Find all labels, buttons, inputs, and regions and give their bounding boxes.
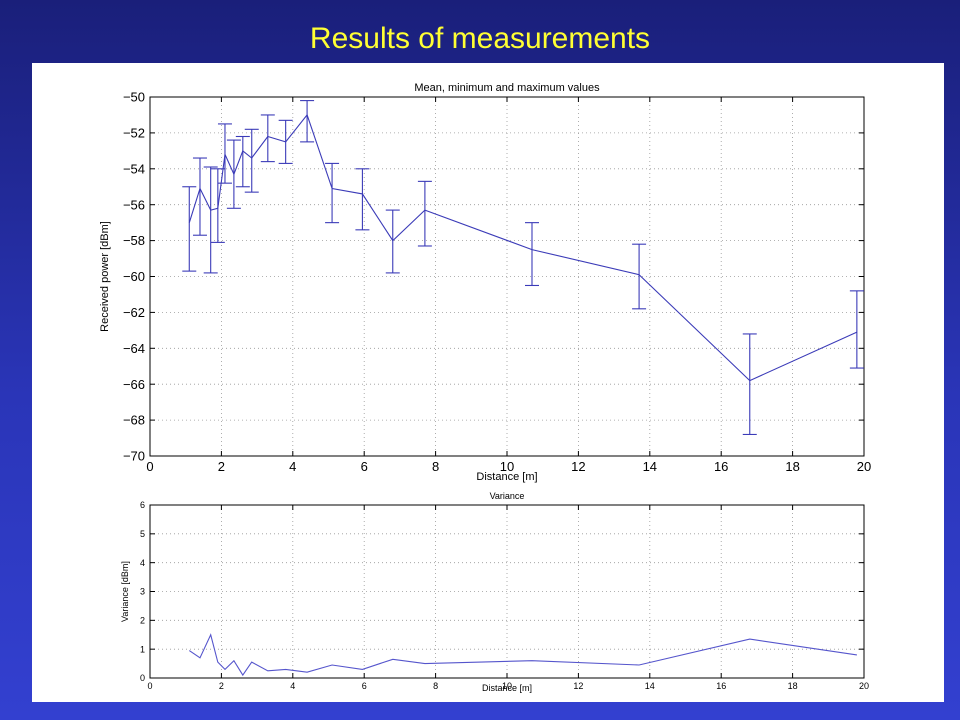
x-tick-label: 12 — [571, 459, 585, 474]
x-tick-label: 10 — [500, 459, 514, 474]
x-tick-label: 18 — [785, 459, 799, 474]
x-tick-label: 0 — [147, 681, 152, 691]
x-tick-label: 6 — [362, 681, 367, 691]
series-line — [188, 633, 857, 677]
y-tick-label: −70 — [123, 449, 145, 464]
x-axis-label: Distance [m] — [482, 683, 532, 693]
y-tick-label: 6 — [140, 500, 145, 510]
y-tick-label: −54 — [123, 161, 145, 176]
y-tick-label: 3 — [140, 587, 145, 597]
x-tick-label: 20 — [859, 681, 869, 691]
y-tick-label: −64 — [123, 341, 145, 356]
x-tick-label: 12 — [573, 681, 583, 691]
x-tick-label: 4 — [289, 459, 296, 474]
y-tick-label: 2 — [140, 615, 145, 625]
chart-title: Mean, minimum and maximum values — [414, 82, 600, 94]
x-tick-label: 18 — [788, 681, 798, 691]
slide-title: Results of measurements — [309, 22, 651, 55]
y-tick-label: 0 — [140, 673, 145, 683]
x-tick-label: 14 — [645, 681, 655, 691]
y-tick-label: −60 — [123, 269, 145, 284]
y-tick-label: −66 — [123, 377, 145, 392]
x-tick-label: 10 — [502, 681, 512, 691]
y-tick-label: −52 — [123, 125, 145, 140]
y-axis-label: Variance [dBm] — [120, 561, 130, 622]
x-tick-label: 8 — [432, 459, 439, 474]
x-tick-label: 0 — [146, 459, 153, 474]
top-chart: 0 2 4 6 8 10 12 14 16 18 20 −70 −68 −66 −64 −62 −60 −58 −5… — [99, 82, 871, 483]
y-tick-label: 4 — [140, 558, 145, 568]
y-axis-label: Received power [dBm] — [99, 221, 111, 332]
x-tick-label: 2 — [219, 681, 224, 691]
y-tick-label: 1 — [140, 644, 145, 654]
x-axis-label: Distance [m] — [476, 471, 537, 483]
y-tick-label: 5 — [140, 529, 145, 539]
charts-svg: 0 2 4 6 8 10 12 14 16 18 20−70−68−66−64−62−60−58−5… — [99, 82, 871, 693]
x-tick-label: 16 — [716, 681, 726, 691]
series-line — [188, 113, 858, 382]
x-tick-label: 16 — [714, 459, 728, 474]
x-tick-label: 20 — [857, 459, 871, 474]
y-tick-label: −68 — [123, 413, 145, 428]
y-tick-label: −58 — [123, 233, 145, 248]
x-tick-label: 4 — [290, 681, 295, 691]
x-tick-label: 2 — [218, 459, 225, 474]
figure-panel: 0 2 4 6 8 10 12 14 16 18 20 −70 −68 −66 −64 −62 −60 −58 −5… — [32, 63, 944, 702]
chart-title: Variance — [490, 491, 525, 501]
x-tick-label: 8 — [433, 681, 438, 691]
x-tick-label: 6 — [361, 459, 368, 474]
y-tick-label: −50 — [123, 90, 145, 105]
y-tick-label: −62 — [123, 305, 145, 320]
y-tick-label: −56 — [123, 197, 145, 212]
bottom-chart: 0 2 4 6 8 10 12 14 16 18 200123456VarianceDistance… — [120, 491, 869, 693]
x-tick-label: 14 — [643, 459, 657, 474]
